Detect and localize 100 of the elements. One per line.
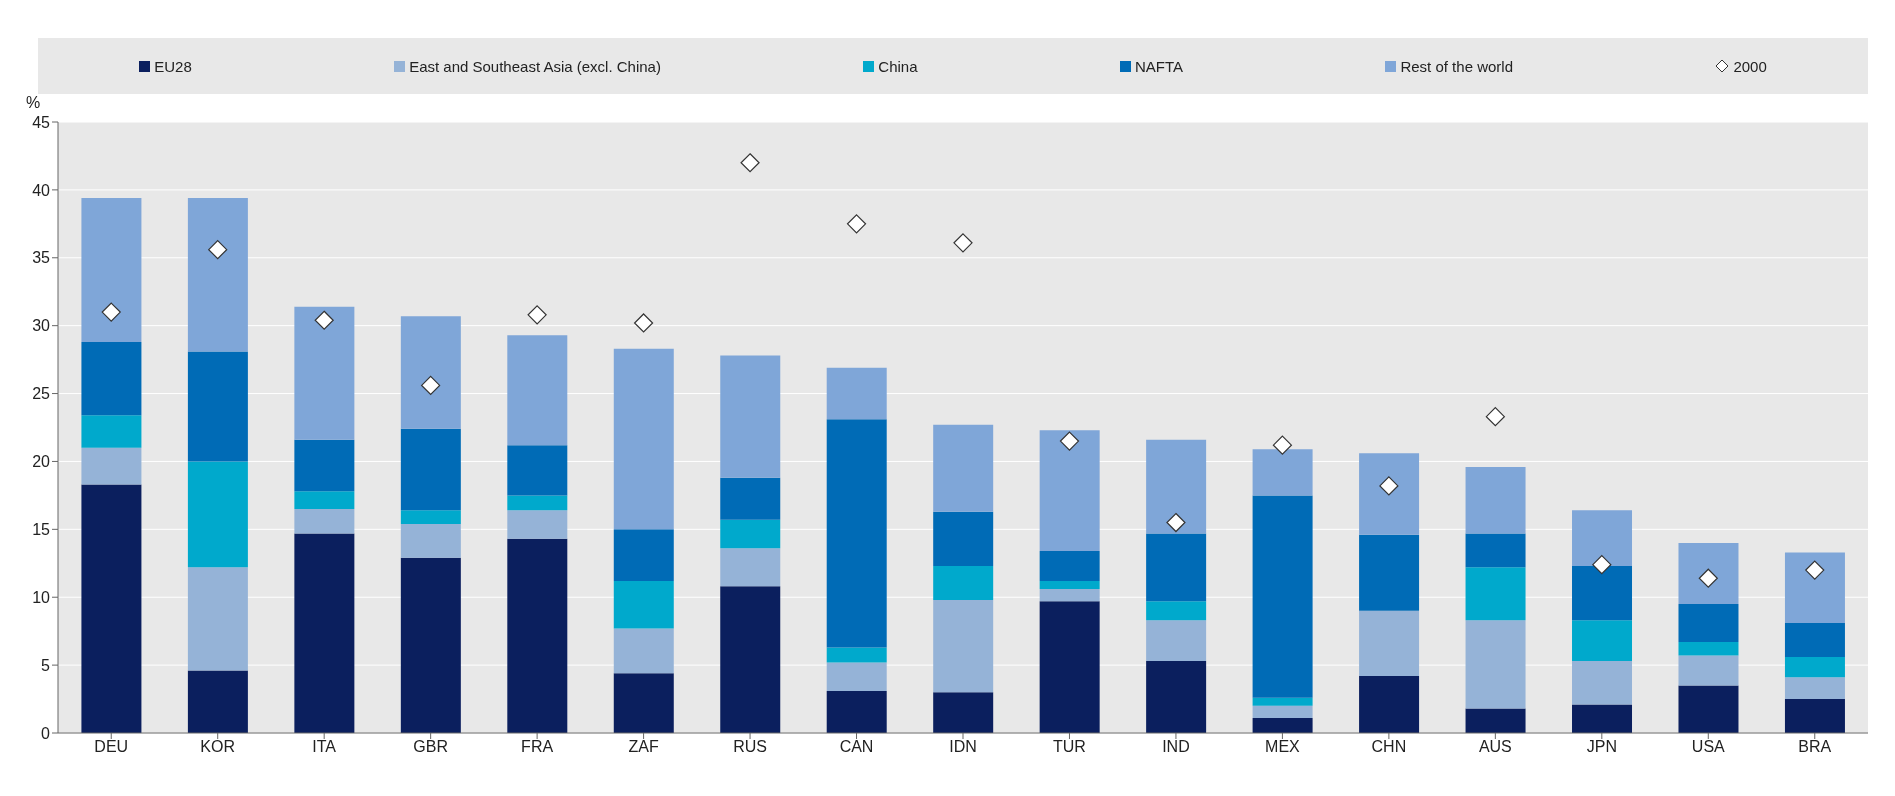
- bar: [400, 557, 461, 733]
- legend-label: EU28: [154, 57, 192, 75]
- point: [1166, 512, 1186, 533]
- bar: [826, 419, 887, 648]
- bar: [400, 510, 461, 524]
- bar: [613, 529, 674, 581]
- bar: [81, 415, 142, 448]
- y-tick-label: 15: [32, 521, 51, 539]
- bar: [613, 673, 674, 733]
- bar: [81, 484, 142, 733]
- bar: [1572, 620, 1633, 662]
- bar: [1146, 601, 1207, 621]
- x-tick-label: CHN: [1371, 738, 1407, 756]
- bar: [933, 599, 994, 693]
- bar: [826, 367, 887, 420]
- bar: [1678, 642, 1739, 656]
- x-tick-label: FRA: [521, 738, 554, 756]
- bar: [187, 351, 248, 462]
- bar: [1572, 565, 1633, 621]
- y-tick-label: 25: [32, 385, 51, 403]
- bar: [1678, 685, 1739, 733]
- x-tick-label: KOR: [200, 738, 236, 756]
- y-tick-label: 5: [41, 656, 51, 674]
- bar: [507, 510, 568, 539]
- bar: [81, 198, 142, 342]
- bar: [1359, 610, 1420, 676]
- bar: [1252, 705, 1313, 719]
- x-tick-label: ITA: [312, 738, 337, 756]
- x-tick-label: JPN: [1586, 738, 1617, 756]
- bar: [294, 439, 355, 492]
- bar: [507, 495, 568, 511]
- bar: [1784, 623, 1845, 657]
- bar: [1039, 430, 1100, 552]
- y-tick-label: 35: [32, 249, 51, 267]
- bar: [933, 511, 994, 566]
- bar: [1039, 551, 1100, 581]
- x-tick-label: BRA: [1798, 738, 1832, 756]
- bar: [1146, 620, 1207, 662]
- bar: [720, 586, 781, 733]
- point: [314, 310, 334, 330]
- bar: [826, 662, 887, 691]
- x-tick-label: DEU: [94, 738, 129, 756]
- point: [208, 240, 228, 260]
- y-tick-label: 0: [41, 724, 51, 742]
- bar: [1465, 620, 1526, 709]
- bar: [400, 316, 461, 429]
- point: [846, 214, 867, 234]
- point: [1272, 435, 1293, 455]
- bar: [400, 428, 461, 511]
- y-tick-label: 45: [32, 113, 51, 131]
- bar: [1784, 656, 1845, 678]
- bar: [720, 519, 781, 549]
- bar: [1039, 589, 1100, 602]
- point: [633, 313, 654, 333]
- legend-label: Rest of the world: [1400, 57, 1513, 75]
- x-tick-label: IDN: [949, 738, 977, 756]
- bar: [1572, 510, 1633, 566]
- bar: [826, 690, 887, 733]
- bar: [507, 538, 568, 733]
- point: [1485, 407, 1505, 427]
- bar: [1252, 449, 1313, 496]
- bar: [187, 461, 248, 568]
- bar: [1465, 708, 1526, 733]
- y-tick-label: 10: [32, 588, 51, 606]
- bar: [933, 424, 994, 512]
- x-tick-label: RUS: [733, 738, 767, 756]
- bar: [1039, 580, 1100, 590]
- bar: [507, 445, 568, 496]
- point: [740, 153, 760, 173]
- bar: [613, 580, 674, 629]
- legend-label: NAFTA: [1134, 57, 1184, 75]
- point: [1379, 476, 1399, 496]
- point: [953, 233, 973, 253]
- bar: [720, 477, 781, 520]
- bar: [294, 491, 355, 509]
- bar: [1465, 466, 1526, 534]
- bar: [1678, 542, 1739, 605]
- x-tick-label: ZAF: [628, 738, 659, 756]
- point: [1805, 560, 1825, 580]
- bar: [187, 198, 248, 352]
- legend-label: East and Southeast Asia (excl. China): [409, 57, 661, 75]
- point: [527, 305, 547, 325]
- x-tick-label: AUS: [1478, 738, 1512, 756]
- bar: [1359, 675, 1420, 733]
- bar: [1784, 552, 1845, 624]
- bar: [187, 567, 248, 671]
- bar: [1252, 697, 1313, 706]
- y-tick-label: 30: [32, 317, 51, 335]
- bar: [294, 508, 355, 534]
- bar: [1678, 604, 1739, 643]
- bar: [1039, 601, 1100, 733]
- x-tick-label: MEX: [1265, 738, 1301, 756]
- x-tick-label: GBR: [413, 738, 448, 756]
- bar: [1784, 699, 1845, 733]
- bar: [1146, 533, 1207, 602]
- point: [1592, 555, 1612, 575]
- bar: [1146, 439, 1207, 534]
- bar: [720, 548, 781, 587]
- bar: [933, 565, 994, 600]
- bar: [1146, 661, 1207, 733]
